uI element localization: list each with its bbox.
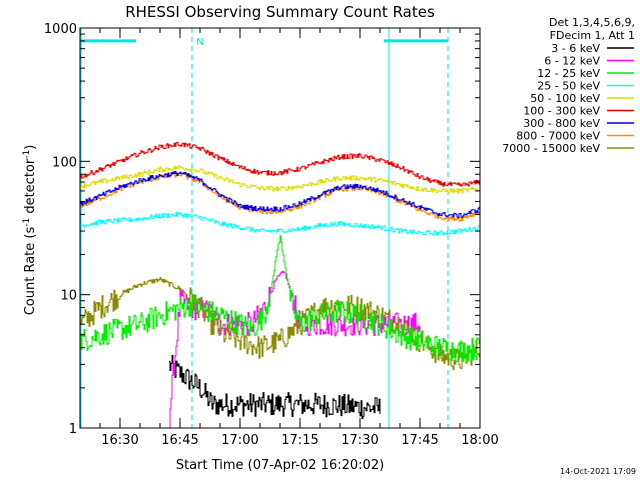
series-line-4 <box>80 165 481 194</box>
series-layer <box>80 141 481 429</box>
legend-label: 6 - 12 keV <box>544 55 600 68</box>
series-line-0 <box>169 354 381 420</box>
footer-date: 14-Oct-2021 17:09 <box>560 467 636 476</box>
y-axis-title: Count Rate (s-1 detector-1) <box>22 145 38 316</box>
series-line-2 <box>80 235 481 362</box>
y-tick-label: 10 <box>60 289 77 304</box>
x-tick-label: 17:15 <box>281 433 318 448</box>
legend-label: 50 - 100 keV <box>530 92 600 105</box>
y-tick-label: 100 <box>52 155 77 170</box>
legend-label: 7000 - 15000 keV <box>502 142 600 155</box>
marker-layer <box>80 28 449 428</box>
series-line-5 <box>80 141 481 187</box>
legend-label: 800 - 7000 keV <box>516 130 600 143</box>
legend-label: 3 - 6 keV <box>551 42 600 55</box>
y-tick-label: 1 <box>69 422 77 437</box>
ticks-layer: 1 10 100 1000 16:30 16:45 17:00 17:15 17:30 17:45… <box>44 22 499 448</box>
series-line-8 <box>80 277 481 371</box>
legend-header-line-2: FDecim 1, Att 1 <box>550 29 635 42</box>
y-axis-title-end: ) <box>23 145 38 150</box>
series-line-6 <box>80 170 481 219</box>
y-axis-title-exp1: -1 <box>22 218 32 227</box>
x-tick-label: 18:00 <box>461 433 498 448</box>
y-tick-label: 1000 <box>44 22 77 37</box>
x-tick-label: 17:30 <box>341 433 378 448</box>
x-tick-label: 16:30 <box>101 433 138 448</box>
legend-label: 300 - 800 keV <box>523 117 600 130</box>
x-tick-label: 16:45 <box>161 433 198 448</box>
y-axis-title-exp2: -1 <box>22 150 32 159</box>
x-axis-title: Start Time (07-Apr-02 16:20:02) <box>176 458 384 473</box>
series-line-3 <box>80 211 481 236</box>
y-axis-title-main: Count Rate (s <box>23 227 38 316</box>
legend-label: 25 - 50 keV <box>537 80 600 93</box>
x-tick-label: 17:00 <box>221 433 258 448</box>
y-axis-title-mid: detector <box>23 158 38 218</box>
x-tick-label: 17:45 <box>401 433 438 448</box>
legend-header-line-1: Det 1,3,4,5,6,9, <box>549 16 635 29</box>
chart-title: RHESSI Observing Summary Count Rates <box>125 3 435 21</box>
legend: Det 1,3,4,5,6,9, FDecim 1, Att 1 3 - 6 k… <box>502 16 635 155</box>
legend-label: 12 - 25 keV <box>537 67 600 80</box>
legend-label: 100 - 300 keV <box>523 105 600 118</box>
annotation-label: N <box>196 37 203 48</box>
